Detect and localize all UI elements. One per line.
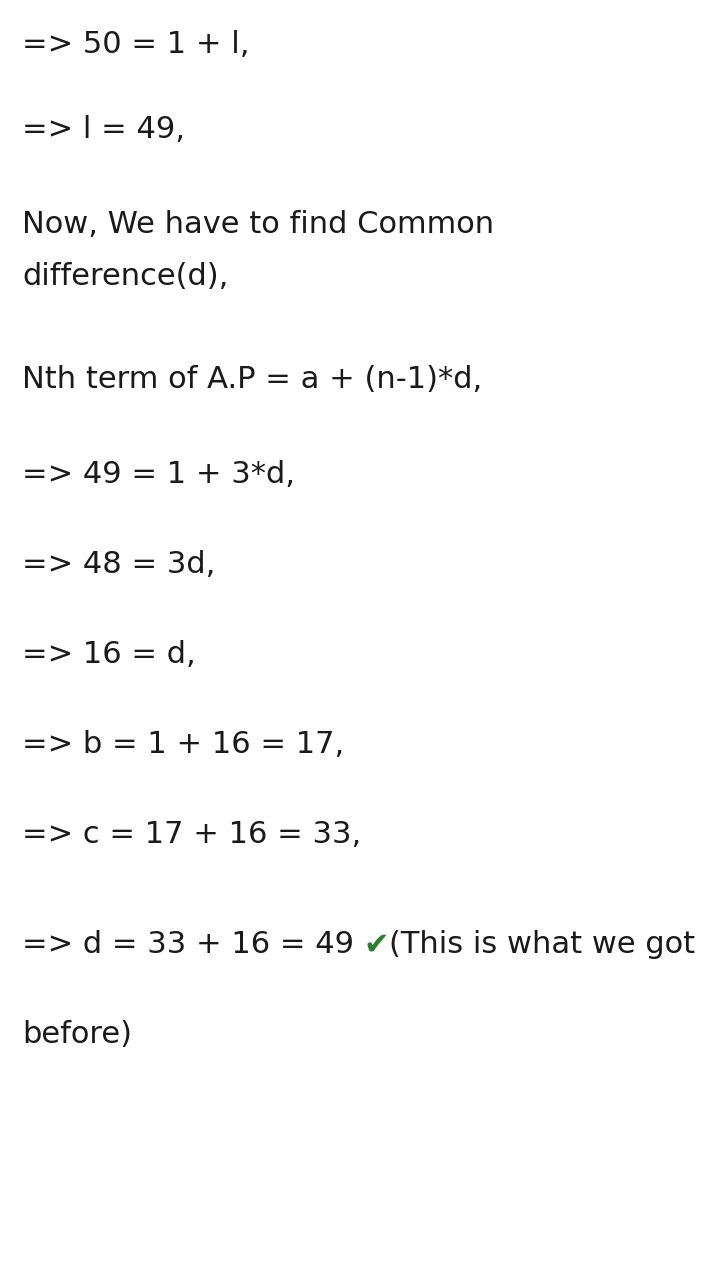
Text: => c = 17 + 16 = 33,: => c = 17 + 16 = 33, (22, 820, 361, 849)
Text: before): before) (22, 1020, 132, 1049)
Text: => 49 = 1 + 3*d,: => 49 = 1 + 3*d, (22, 460, 295, 489)
Text: => l = 49,: => l = 49, (22, 115, 185, 144)
Text: => 50 = 1 + l,: => 50 = 1 + l, (22, 30, 250, 59)
Text: difference(d),: difference(d), (22, 262, 228, 291)
Text: Nth term of A.P = a + (n-1)*d,: Nth term of A.P = a + (n-1)*d, (22, 365, 482, 394)
Text: Now, We have to find Common: Now, We have to find Common (22, 210, 494, 239)
Text: ✔: ✔ (364, 930, 390, 959)
Text: => d = 33 + 16 = 49: => d = 33 + 16 = 49 (22, 930, 364, 959)
Text: => b = 1 + 16 = 17,: => b = 1 + 16 = 17, (22, 731, 344, 758)
Text: (This is what we got: (This is what we got (390, 930, 696, 959)
Text: => 48 = 3d,: => 48 = 3d, (22, 550, 215, 579)
Text: => 16 = d,: => 16 = d, (22, 640, 196, 669)
